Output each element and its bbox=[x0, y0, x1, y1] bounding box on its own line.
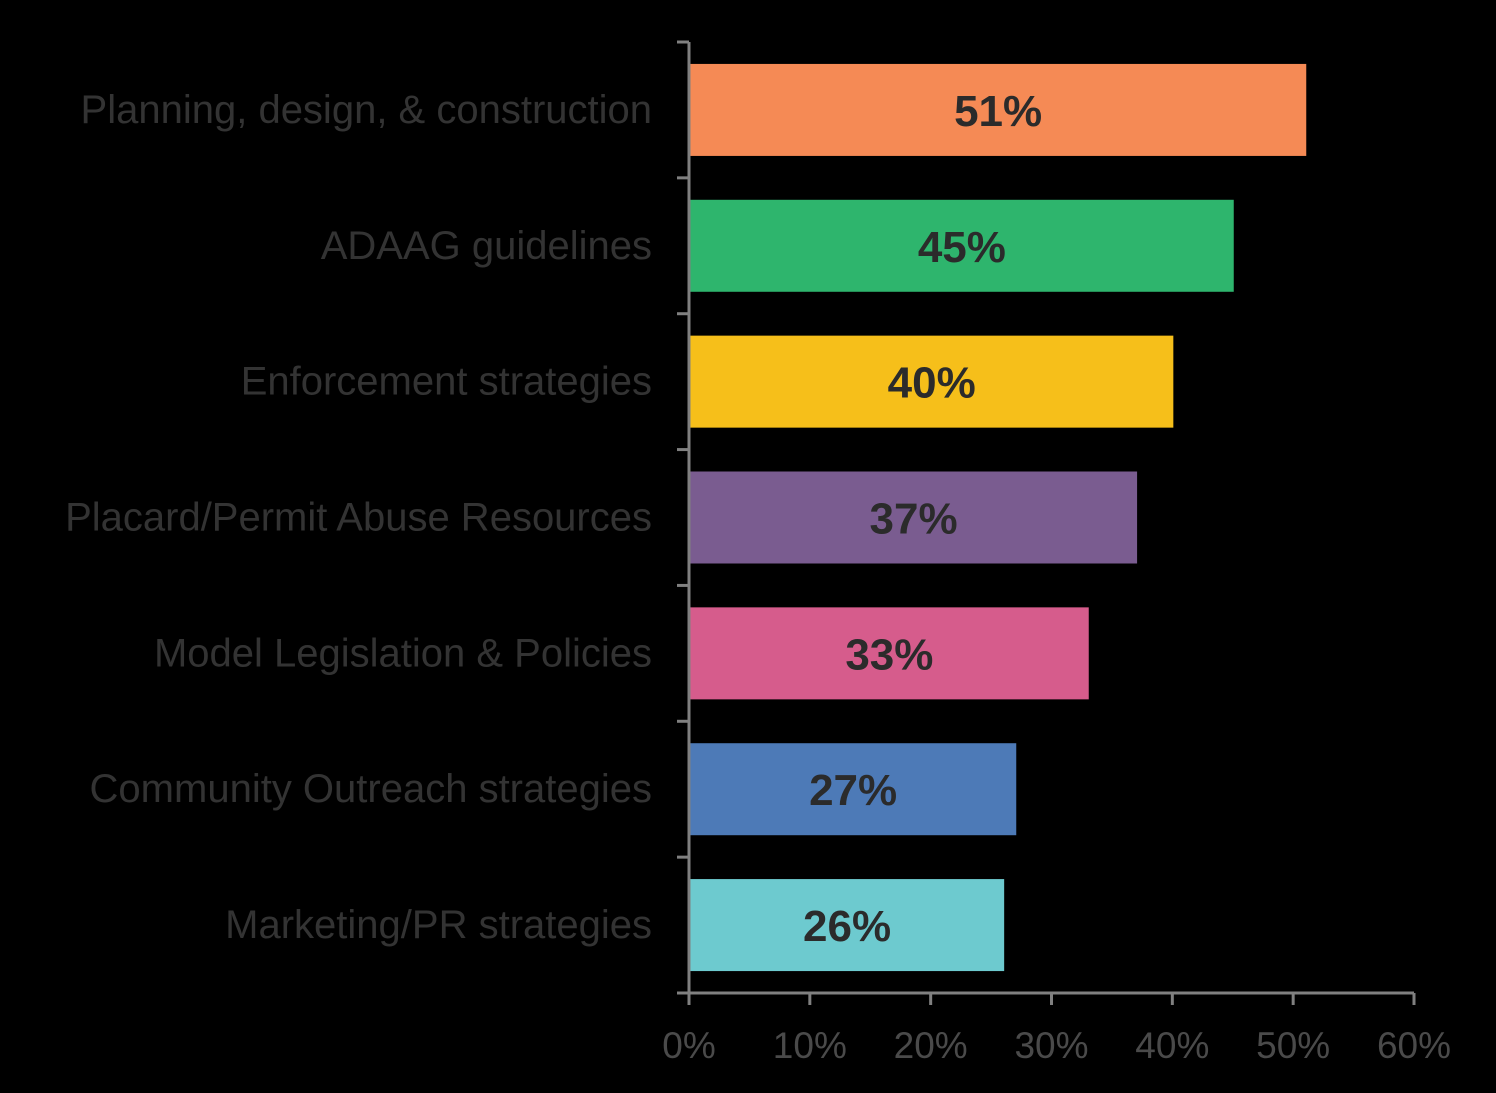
x-tick-label: 20% bbox=[894, 1025, 968, 1066]
category-label: Planning, design, & construction bbox=[81, 88, 652, 132]
bar-4 bbox=[690, 471, 1138, 564]
category-label: Enforcement strategies bbox=[241, 360, 652, 404]
x-tick-label: 10% bbox=[773, 1025, 847, 1066]
bar-6 bbox=[690, 743, 1017, 836]
bar-value-label: 33% bbox=[845, 630, 933, 679]
category-label: Marketing/PR strategies bbox=[225, 903, 652, 947]
bar-value-label: 51% bbox=[954, 87, 1042, 136]
bar-3 bbox=[690, 335, 1174, 428]
category-label: Placard/Permit Abuse Resources bbox=[65, 496, 652, 540]
bar-1 bbox=[690, 63, 1307, 156]
bar-value-label: 37% bbox=[870, 495, 958, 544]
bar-value-label: 45% bbox=[918, 223, 1006, 272]
bar-5 bbox=[690, 607, 1089, 700]
bars-group bbox=[690, 63, 1307, 972]
axes-group bbox=[677, 40, 1416, 1005]
bar-value-label: 27% bbox=[809, 766, 897, 815]
x-tick-label: 40% bbox=[1135, 1025, 1209, 1066]
bar-2 bbox=[690, 199, 1234, 292]
bar-value-label: 40% bbox=[888, 359, 976, 408]
bar-7 bbox=[690, 879, 1005, 972]
bar-value-label: 26% bbox=[803, 902, 891, 951]
labels-group: 51% Planning, design, & construction 45% AD… bbox=[65, 87, 1451, 1066]
category-label: ADAAG guidelines bbox=[321, 224, 652, 268]
x-tick-label: 50% bbox=[1256, 1025, 1330, 1066]
x-tick-label: 60% bbox=[1377, 1025, 1451, 1066]
category-label: Model Legislation & Policies bbox=[154, 631, 652, 675]
category-label: Community Outreach strategies bbox=[90, 767, 652, 811]
x-tick-label: 30% bbox=[1014, 1025, 1088, 1066]
x-tick-label: 0% bbox=[662, 1025, 715, 1066]
